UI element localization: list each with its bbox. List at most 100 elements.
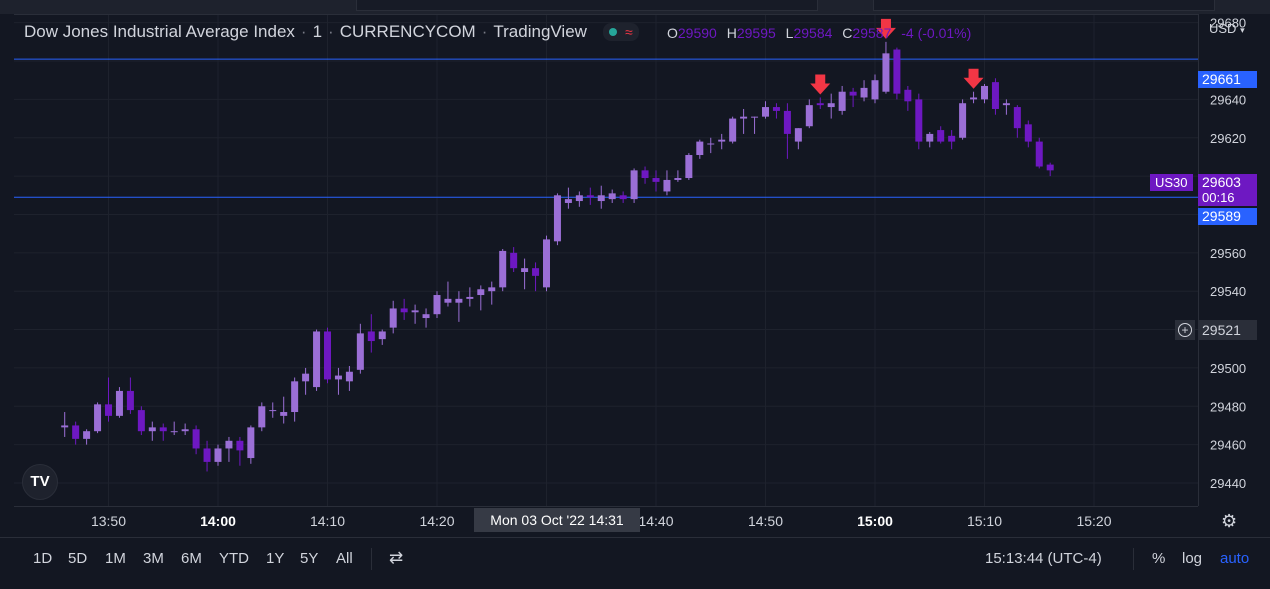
candle-body	[794, 128, 802, 142]
candle-body	[488, 287, 496, 292]
tradingview-logo-icon[interactable]: TV	[22, 464, 58, 500]
candle-body	[564, 199, 572, 203]
candle-body	[367, 331, 375, 342]
candle-body	[707, 143, 715, 145]
candle-body	[553, 195, 561, 242]
add-alert-button[interactable]: +	[1175, 320, 1195, 340]
hline-upper-price-label[interactable]: 29661	[1198, 71, 1257, 88]
candle-body	[83, 431, 91, 439]
chart-legend: Dow Jones Industrial Average Index · 1 ·…	[24, 22, 639, 42]
candle-body	[214, 448, 222, 462]
candle-body	[674, 178, 682, 180]
price-tick-label: 29540	[1210, 284, 1246, 299]
range-ytd-button[interactable]: YTD	[219, 550, 249, 567]
range-3m-button[interactable]: 3M	[143, 550, 164, 567]
price-tick-label: 29640	[1210, 92, 1246, 107]
high-label: H	[726, 25, 737, 41]
candle-body	[970, 97, 978, 100]
price-tick-label: 29500	[1210, 361, 1246, 376]
top-toolbar-strip	[0, 0, 1270, 14]
candle-body	[269, 410, 277, 412]
price-axis[interactable]	[1198, 14, 1270, 506]
clock-timezone[interactable]: 15:13:44 (UTC-4)	[985, 550, 1102, 567]
candle-body	[61, 425, 69, 428]
candle-body	[444, 298, 452, 303]
bar-countdown-label: 00:16	[1198, 191, 1257, 206]
candle-body	[334, 375, 342, 380]
candle-body	[378, 331, 386, 340]
candle-body	[126, 390, 134, 411]
time-tick-label: 15:10	[967, 513, 1002, 529]
symbol-tag: US30	[1150, 174, 1193, 191]
interval-label: 1	[312, 22, 323, 41]
candle-body	[893, 49, 901, 94]
candle-body	[816, 103, 824, 106]
time-tick-label: 14:00	[200, 513, 236, 529]
price-tick-label: 29560	[1210, 246, 1246, 261]
hline-lower-price-label[interactable]: 29589	[1198, 208, 1257, 225]
auto-scale-toggle[interactable]: auto	[1220, 550, 1250, 567]
candle-body	[991, 82, 999, 109]
candle-body	[937, 130, 945, 142]
date-range-icon[interactable]: ⇄	[389, 548, 404, 567]
candle-body	[170, 431, 178, 433]
candle-body	[882, 53, 890, 92]
gear-icon[interactable]: ⚙	[1221, 511, 1238, 531]
candle-body	[718, 139, 726, 142]
crosshair-time-label: Mon 03 Oct '22 14:31	[474, 508, 640, 532]
range-5d-button[interactable]: 5D	[68, 550, 88, 567]
source-label: TradingView	[493, 22, 587, 41]
time-axis[interactable]	[14, 506, 1198, 537]
candle-body	[1035, 141, 1043, 167]
candle-body	[455, 298, 463, 303]
candle-body	[575, 195, 583, 202]
candle-body	[1013, 107, 1021, 129]
candle-body	[532, 268, 540, 276]
close-label: C	[842, 25, 853, 41]
candle-body	[652, 178, 660, 182]
range-1y-button[interactable]: 1Y	[266, 550, 285, 567]
candle-body	[291, 381, 299, 413]
candle-body	[827, 103, 835, 108]
top-toolbar-tabs-right[interactable]	[873, 0, 1215, 11]
candle-body	[926, 133, 934, 142]
low-label: L	[785, 25, 794, 41]
candle-body	[324, 331, 331, 380]
range-all-button[interactable]: All	[336, 550, 353, 567]
candle-body	[543, 239, 550, 288]
candle-body	[94, 404, 102, 432]
range-5y-button[interactable]: 5Y	[300, 550, 319, 567]
range-1m-button[interactable]: 1M	[105, 550, 126, 567]
candle-body	[805, 105, 813, 127]
time-tick-label: 15:20	[1076, 513, 1111, 529]
close-value: 29587	[852, 25, 892, 41]
price-tick-label: 29620	[1210, 131, 1246, 146]
candle-body	[915, 99, 923, 142]
percent-scale-toggle[interactable]: %	[1152, 550, 1166, 567]
candle-body	[313, 331, 321, 388]
log-scale-toggle[interactable]: log	[1182, 550, 1203, 567]
candle-body	[499, 250, 507, 288]
top-toolbar-tabs[interactable]	[356, 0, 818, 11]
candle-body	[1046, 164, 1054, 171]
chart-pane[interactable]	[14, 14, 1198, 507]
symbol-title[interactable]: Dow Jones Industrial Average Index	[24, 22, 295, 41]
candle-body	[1024, 124, 1032, 142]
candle-body	[685, 155, 693, 179]
range-1d-button[interactable]: 1D	[33, 550, 53, 567]
range-6m-button[interactable]: 6M	[181, 550, 202, 567]
last-price-label: 29603	[1198, 174, 1257, 191]
crosshair-price-label: 29521	[1198, 320, 1257, 340]
candle-body	[510, 252, 518, 269]
market-status-pill[interactable]: ≈	[602, 23, 639, 41]
candle-body	[1002, 103, 1010, 106]
candle-body	[356, 333, 364, 370]
plus-icon: +	[1178, 323, 1192, 337]
legend-separator: ·	[328, 22, 334, 41]
candle-body	[389, 308, 397, 328]
candle-body	[838, 91, 846, 111]
currency-dropdown[interactable]: USD ▾	[1209, 21, 1245, 36]
candle-body	[258, 406, 266, 428]
price-tick-label: 29440	[1210, 476, 1246, 491]
